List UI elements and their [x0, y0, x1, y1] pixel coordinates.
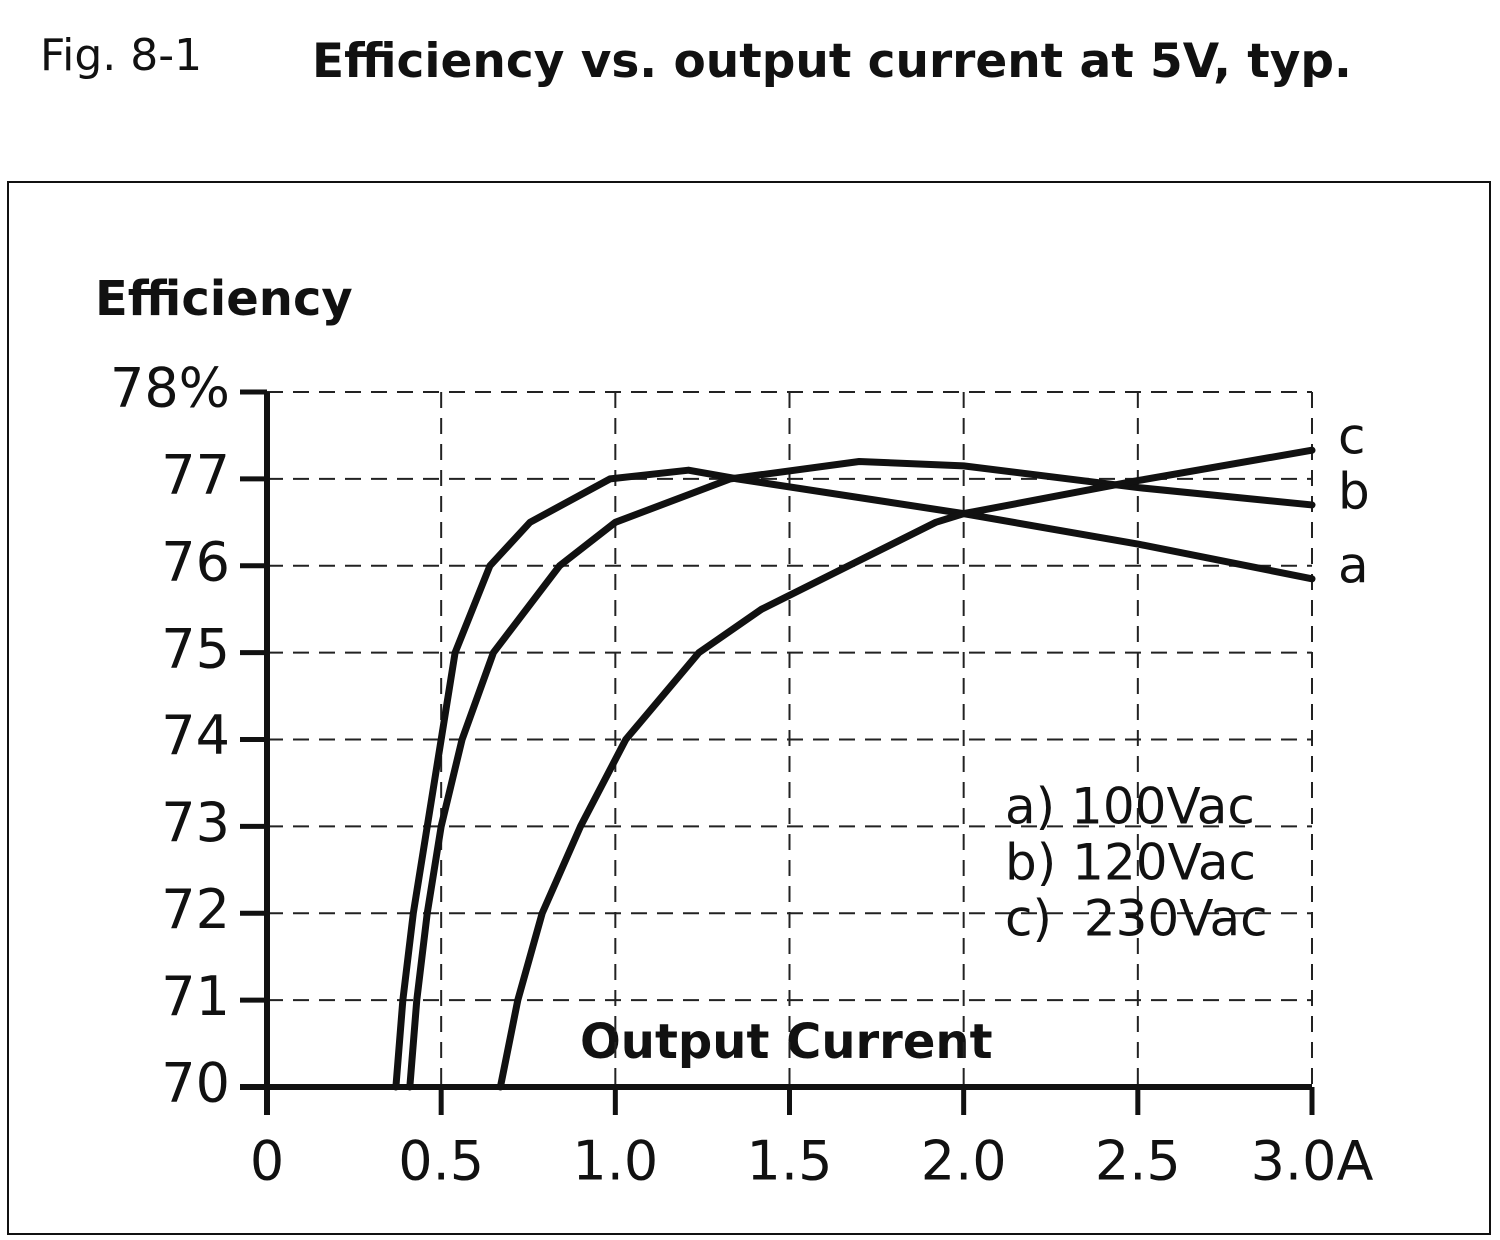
- line: [406, 458, 1316, 1091]
- y-tick-label: 76: [161, 530, 230, 593]
- x-tick-label: 0.5: [398, 1130, 484, 1193]
- line: [496, 446, 1316, 1091]
- x-tick-label: 1.0: [572, 1130, 658, 1193]
- y-tick-label: 72: [161, 878, 230, 941]
- figure-label: Fig. 8-1: [40, 30, 203, 81]
- x-tick-label: 2.0: [921, 1130, 1007, 1193]
- line: [392, 466, 1316, 1091]
- legend-entry: a) 100Vac: [1005, 778, 1255, 836]
- y-tick-label: 71: [161, 965, 230, 1028]
- y-axis-title: Efficiency: [95, 271, 353, 327]
- line-end-label: c: [1338, 408, 1366, 466]
- legend-entry: c) 230Vac: [1005, 890, 1268, 948]
- x-tick-label: 3.0A: [1251, 1130, 1374, 1193]
- chart-title: Efficiency vs. output current at 5V, typ…: [312, 34, 1352, 89]
- line-end-label: a: [1338, 536, 1369, 594]
- legend-entry: b) 120Vac: [1005, 834, 1256, 892]
- x-tick-label: 0: [250, 1130, 284, 1193]
- frame: [7, 181, 1491, 1235]
- x-tick-label: 1.5: [747, 1130, 833, 1193]
- y-tick-label: 75: [161, 617, 230, 680]
- x-axis-title: Output Current: [580, 1014, 993, 1070]
- y-tick-label: 77: [161, 444, 230, 507]
- y-tick-label: 70: [161, 1052, 230, 1115]
- y-tick-label: 78%: [110, 357, 230, 420]
- y-tick-label: 73: [161, 791, 230, 854]
- x-tick-label: 2.5: [1095, 1130, 1181, 1193]
- line-end-label: b: [1338, 462, 1370, 520]
- y-tick-label: 74: [161, 704, 230, 767]
